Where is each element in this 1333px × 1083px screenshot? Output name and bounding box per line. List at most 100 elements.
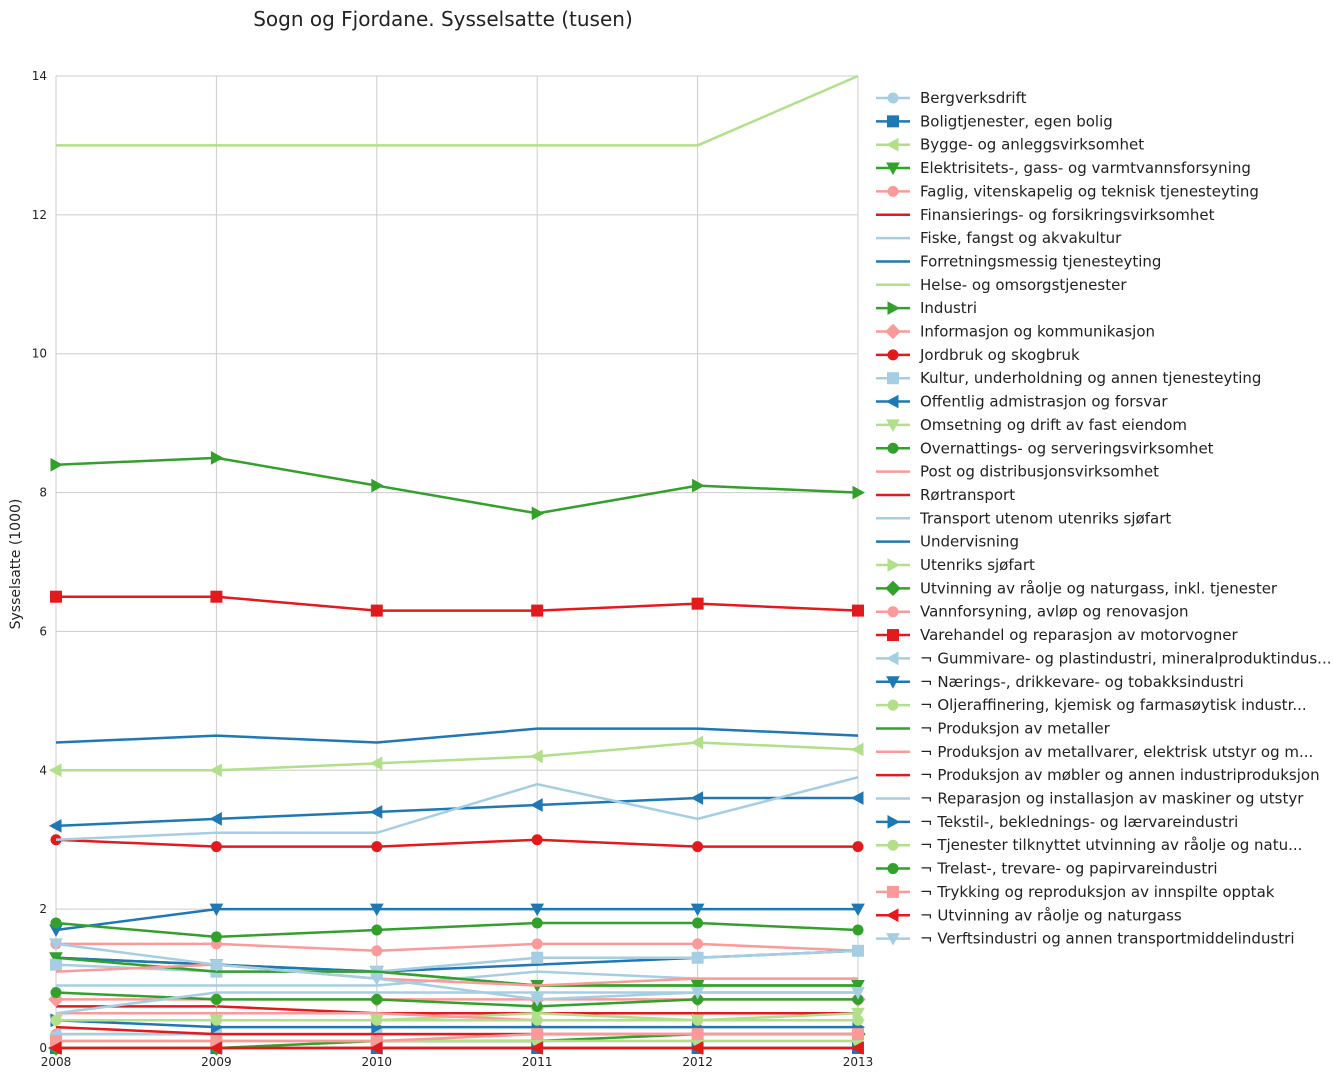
legend-entry: Transport utenom utenriks sjøfart [876, 509, 1171, 527]
legend-label: ¬ Trelast-, trevare- og papirvareindustr… [920, 860, 1218, 878]
legend-entry: ¬ Produksjon av møbler og annen industri… [876, 766, 1320, 784]
legend-label: ¬ Produksjon av metaller [920, 719, 1111, 737]
legend-label: Kultur, underholdning og annen tjenestey… [920, 369, 1261, 387]
data-point [209, 903, 224, 917]
data-point [851, 903, 865, 917]
data-point [210, 993, 222, 1005]
data-point [692, 938, 704, 950]
data-point [371, 945, 383, 957]
legend-entry: Fiske, fangst og akvakultur [876, 229, 1122, 247]
legend-entry: ¬ Produksjon av metallvarer, elektrisk u… [876, 743, 1313, 761]
legend-entry: Elektrisitets-, gass- og varmtvannsforsy… [876, 159, 1251, 177]
legend-marker [887, 558, 901, 572]
data-point [851, 1007, 865, 1021]
grid [55, 75, 859, 1049]
legend-marker [887, 839, 899, 851]
series-19 [55, 776, 859, 841]
legend-entry: ¬ Tjenester tilknyttet utvinning av råol… [876, 836, 1302, 854]
y-tick-label: 14 [32, 69, 47, 83]
data-point [692, 1014, 704, 1026]
legend: Bergverksdrift Boligtjenester, egen bolig… [876, 89, 1331, 948]
legend-label: Elektrisitets-, gass- og varmtvannsforsy… [920, 159, 1251, 177]
legend-entry: Informasjon og kommunikasjon [876, 323, 1155, 341]
data-point [49, 938, 63, 951]
legend-entry: ¬ Tekstil-, beklednings- og lærvareindus… [876, 813, 1238, 831]
series-group [48, 74, 866, 1056]
data-point [850, 791, 864, 805]
series-37 [49, 938, 865, 1007]
data-point [48, 818, 62, 833]
legend-marker [887, 815, 901, 829]
legend-marker [887, 185, 899, 197]
data-point [690, 791, 704, 805]
legend-label: Forretningsmessig tjenesteyting [920, 252, 1161, 270]
legend-label: Varehandel og reparasjon av motorvogner [920, 626, 1238, 644]
data-point [369, 973, 384, 986]
legend-entry: ¬ Nærings-, drikkevare- og tobakksindust… [876, 673, 1244, 691]
data-point [531, 1028, 544, 1041]
legend-label: ¬ Reparasjon og installasjon av maskiner… [920, 790, 1304, 808]
legend-label: ¬ Produksjon av metallvarer, elektrisk u… [920, 743, 1313, 761]
legend-label: Undervisning [920, 533, 1019, 551]
data-point [210, 931, 222, 943]
data-point [852, 841, 864, 853]
data-point [371, 1014, 383, 1026]
data-point [692, 841, 704, 853]
legend-marker [885, 394, 899, 409]
legend-marker [887, 301, 901, 315]
data-point [531, 604, 544, 617]
series-36 [48, 1041, 864, 1055]
data-point [369, 1041, 383, 1055]
legend-label: Utvinning av råolje og naturgass, inkl. … [920, 579, 1278, 597]
legend-entry: ¬ Oljeraffinering, kjemisk og farmasøyti… [876, 696, 1307, 714]
legend-label: Overnattings- og serveringsvirksomhet [920, 439, 1214, 457]
series-28 [55, 956, 858, 987]
series-line [55, 776, 859, 841]
legend-label: Bergverksdrift [920, 89, 1027, 107]
data-point [531, 1014, 543, 1026]
legend-entry: Faglig, vitenskapelig og teknisk tjenest… [876, 182, 1259, 200]
legend-marker [885, 580, 901, 597]
legend-label: ¬ Tekstil-, beklednings- og lærvareindus… [920, 813, 1238, 831]
data-point [50, 1014, 62, 1026]
legend-label: ¬ Produksjon av møbler og annen industri… [920, 766, 1320, 784]
series-line [55, 956, 858, 987]
legend-entry: Vannforsyning, avløp og renovasjon [876, 603, 1189, 621]
data-point [209, 763, 222, 778]
legend-entry: Helse- og omsorgstjenester [876, 276, 1127, 294]
legend-label: ¬ Utvinning av råolje og naturgass [920, 906, 1182, 924]
y-axis-label: Sysselsatte (1000) [8, 499, 24, 630]
series-35 [50, 1028, 864, 1048]
data-point [50, 917, 62, 929]
legend-marker [886, 933, 900, 946]
x-tick-label: 2012 [682, 1055, 713, 1069]
y-tick-label: 8 [39, 486, 47, 500]
data-point [850, 1041, 864, 1055]
series-9 [56, 74, 859, 147]
legend-entry: Bergverksdrift [876, 89, 1027, 107]
series-line [55, 727, 859, 744]
legend-marker [887, 92, 899, 104]
legend-entry: Kultur, underholdning og annen tjenestey… [876, 369, 1261, 387]
y-tick-label: 10 [32, 347, 47, 361]
legend-label: Rørtransport [920, 486, 1015, 504]
series-33 [50, 1014, 864, 1026]
legend-label: ¬ Nærings-, drikkevare- og tobakksindust… [920, 673, 1244, 691]
legend-marker [886, 162, 900, 176]
series-line [55, 963, 858, 987]
series-line [55, 942, 858, 1001]
data-point [210, 451, 224, 465]
y-tick-label: 0 [39, 1041, 47, 1055]
data-point [531, 506, 545, 521]
data-point [371, 841, 383, 853]
data-point [531, 834, 543, 846]
data-point [209, 1041, 222, 1055]
series-line [56, 942, 859, 953]
legend-label: Transport utenom utenriks sjøfart [919, 509, 1171, 527]
legend-entry: Jordbruk og skogbruk [876, 346, 1080, 364]
data-point [531, 917, 543, 929]
x-tick-label: 2008 [41, 1055, 72, 1069]
data-point [852, 1028, 864, 1041]
legend-label: Industri [920, 299, 977, 317]
x-tick-label: 2009 [201, 1055, 232, 1069]
